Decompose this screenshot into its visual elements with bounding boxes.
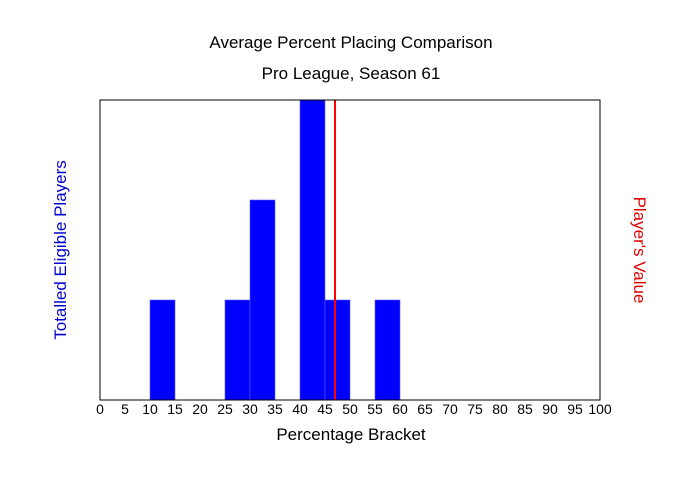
y2-axis-label: Player's Value <box>630 197 649 304</box>
histogram-bar <box>149 299 176 401</box>
x-tick-label: 75 <box>467 401 483 417</box>
histogram-bar <box>324 299 351 401</box>
x-tick-label: 0 <box>96 401 104 417</box>
x-tick-label: 20 <box>192 401 208 417</box>
x-tick-label: 60 <box>392 401 408 417</box>
x-tick-label: 95 <box>567 401 583 417</box>
histogram-bar <box>299 99 326 401</box>
x-tick-label: 30 <box>242 401 258 417</box>
x-ticks-layer: 0 5 10 15 20 25 30 35 40 45 50 55 60 65 70 75 80 85 90 95 10… <box>96 401 612 417</box>
histogram-bar <box>224 299 251 401</box>
x-tick-label: 45 <box>317 401 333 417</box>
x-tick-label: 90 <box>542 401 558 417</box>
x-tick-label: 65 <box>417 401 433 417</box>
bars-layer <box>149 99 401 401</box>
x-tick-label: 80 <box>492 401 508 417</box>
histogram-bar <box>249 199 276 401</box>
plot-frame <box>99 99 601 401</box>
x-tick-label: 70 <box>442 401 458 417</box>
x-tick-label: 40 <box>292 401 308 417</box>
x-axis-label: Percentage Bracket <box>276 425 426 444</box>
x-tick-label: 55 <box>367 401 383 417</box>
x-tick-label: 85 <box>517 401 533 417</box>
chart-subtitle: Pro League, Season 61 <box>262 64 441 83</box>
x-tick-label: 10 <box>142 401 158 417</box>
y-axis-label: Totalled Eligible Players <box>51 160 70 340</box>
x-tick-label: 5 <box>121 401 129 417</box>
histogram-bar <box>374 299 401 401</box>
x-tick-label: 35 <box>267 401 283 417</box>
x-tick-label: 50 <box>342 401 358 417</box>
x-tick-label: 100 <box>588 401 612 417</box>
chart-title: Average Percent Placing Comparison <box>209 33 492 52</box>
x-tick-label: 15 <box>167 401 183 417</box>
x-tick-label: 25 <box>217 401 233 417</box>
